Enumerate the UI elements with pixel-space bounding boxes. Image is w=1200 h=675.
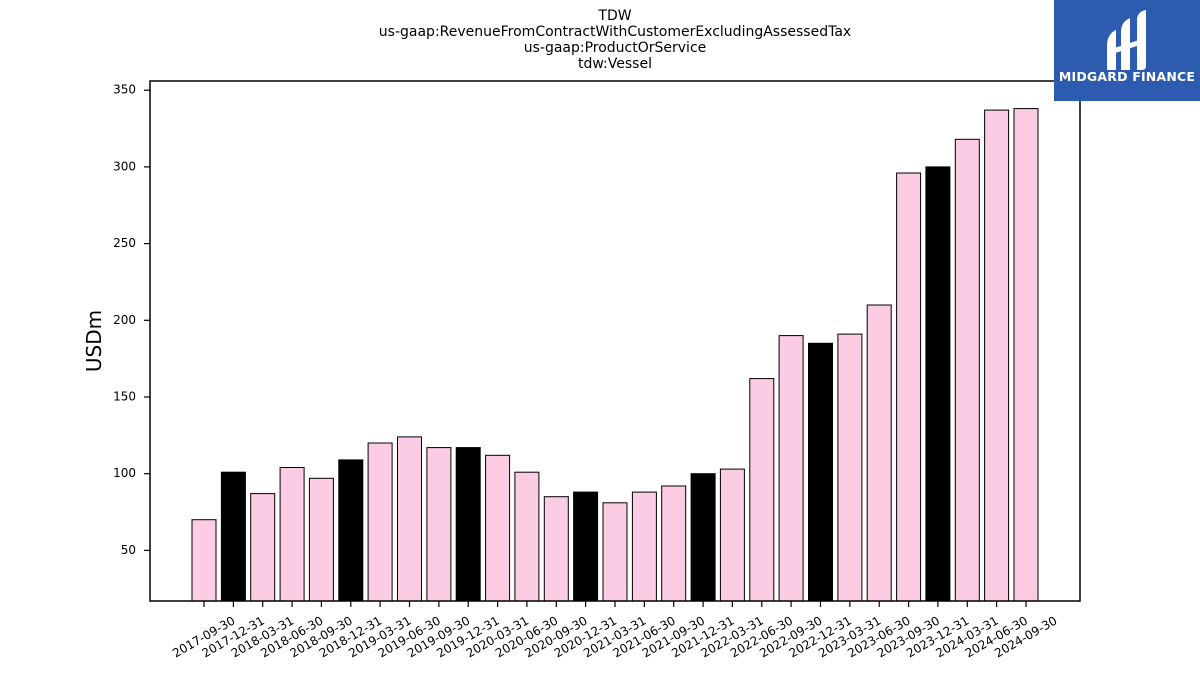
- midgard-finance-logo: MIDGARD FINANCE: [1054, 0, 1200, 101]
- logo-text: MIDGARD FINANCE: [1059, 69, 1195, 84]
- bar-2022-06-30: [749, 378, 775, 602]
- plot-frame: [149, 80, 1081, 602]
- y-tick-label-250: 250: [113, 236, 136, 250]
- x-axis: 2017-09-302017-12-312018-03-312018-06-30…: [170, 601, 1060, 660]
- bar-2022-09-30: [778, 335, 804, 602]
- bar-2024-09-30: [1013, 108, 1039, 602]
- bar-2021-06-30: [631, 491, 657, 602]
- title-line-2: us-gaap:RevenueFromContractWithCustomerE…: [379, 24, 851, 40]
- bar-2023-03-31: [837, 333, 863, 602]
- y-tick-label-300: 300: [113, 159, 136, 173]
- bar-2021-09-30: [661, 485, 687, 602]
- bar-2020-06-30: [514, 471, 540, 602]
- bar-2019-09-30: [426, 447, 452, 602]
- y-tick-label-200: 200: [113, 313, 136, 327]
- bar-2024-06-30: [984, 109, 1010, 602]
- bar-2018-12-31: [338, 459, 364, 602]
- y-axis: 50 100 150 200 250 300 350: [113, 83, 150, 557]
- bar-2019-03-31: [367, 442, 393, 602]
- bar-2022-12-31: [808, 342, 833, 602]
- bar-2021-03-31: [602, 502, 628, 602]
- chart-title: TDW us-gaap:RevenueFromContractWithCusto…: [379, 8, 851, 72]
- bar-series: [191, 108, 1039, 602]
- title-line-3: us-gaap:ProductOrService: [524, 40, 707, 56]
- bar-2020-09-30: [543, 496, 569, 602]
- bar-2019-06-30: [397, 436, 422, 602]
- bar-2023-06-30: [866, 304, 892, 602]
- bar-2022-03-31: [719, 468, 745, 602]
- bar-2023-09-30: [896, 172, 922, 602]
- bar-2021-12-31: [690, 473, 716, 602]
- bar-2018-06-30: [279, 467, 305, 602]
- bar-2020-12-31: [573, 491, 599, 602]
- bar-2018-09-30: [308, 477, 334, 602]
- y-tick-label-100: 100: [113, 466, 136, 480]
- logo-mark-icon: [1107, 10, 1146, 70]
- y-tick-label-350: 350: [113, 83, 136, 97]
- bar-2024-03-31: [954, 138, 980, 602]
- bar-2017-09-30: [191, 519, 217, 602]
- bar-2018-03-31: [250, 493, 276, 602]
- y-axis-label: USDm: [82, 310, 106, 372]
- bar-2020-03-31: [485, 454, 511, 602]
- y-tick-label-50: 50: [121, 543, 136, 557]
- bar-2019-12-31: [455, 447, 481, 602]
- title-line-4: tdw:Vessel: [578, 56, 652, 72]
- title-line-1: TDW: [597, 8, 631, 24]
- bar-2023-12-31: [925, 166, 951, 602]
- bar-2017-12-31: [220, 471, 246, 602]
- y-tick-label-150: 150: [113, 390, 136, 404]
